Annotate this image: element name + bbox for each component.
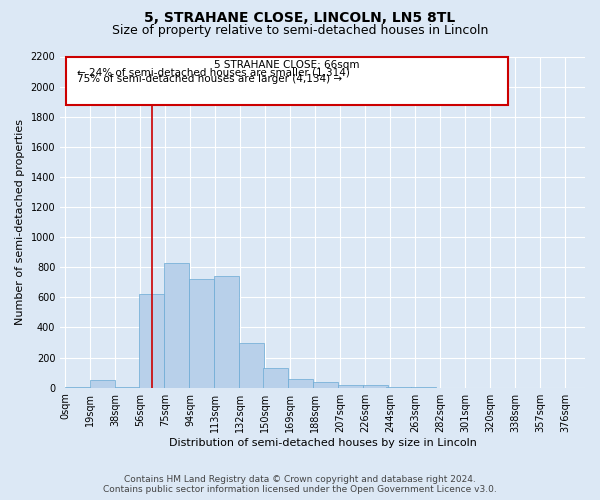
Bar — [139, 294, 164, 388]
Bar — [363, 386, 388, 388]
Bar — [214, 276, 239, 388]
Bar — [263, 368, 288, 388]
X-axis label: Distribution of semi-detached houses by size in Lincoln: Distribution of semi-detached houses by … — [169, 438, 476, 448]
Bar — [313, 382, 338, 388]
Bar — [91, 380, 115, 388]
Bar — [164, 263, 189, 388]
Bar — [338, 384, 363, 388]
Bar — [239, 342, 264, 388]
Y-axis label: Number of semi-detached properties: Number of semi-detached properties — [15, 119, 25, 325]
Text: 5 STRAHANE CLOSE: 66sqm: 5 STRAHANE CLOSE: 66sqm — [214, 60, 360, 70]
Bar — [65, 387, 91, 388]
Bar — [386, 387, 412, 388]
Text: 5, STRAHANE CLOSE, LINCOLN, LN5 8TL: 5, STRAHANE CLOSE, LINCOLN, LN5 8TL — [145, 11, 455, 25]
Bar — [189, 280, 214, 388]
Text: ← 24% of semi-detached houses are smaller (1,314): ← 24% of semi-detached houses are smalle… — [77, 67, 349, 77]
Text: Contains HM Land Registry data © Crown copyright and database right 2024.
Contai: Contains HM Land Registry data © Crown c… — [103, 474, 497, 494]
FancyBboxPatch shape — [66, 56, 508, 106]
Bar — [288, 378, 313, 388]
Text: Size of property relative to semi-detached houses in Lincoln: Size of property relative to semi-detach… — [112, 24, 488, 37]
Text: 75% of semi-detached houses are larger (4,134) →: 75% of semi-detached houses are larger (… — [77, 74, 342, 84]
